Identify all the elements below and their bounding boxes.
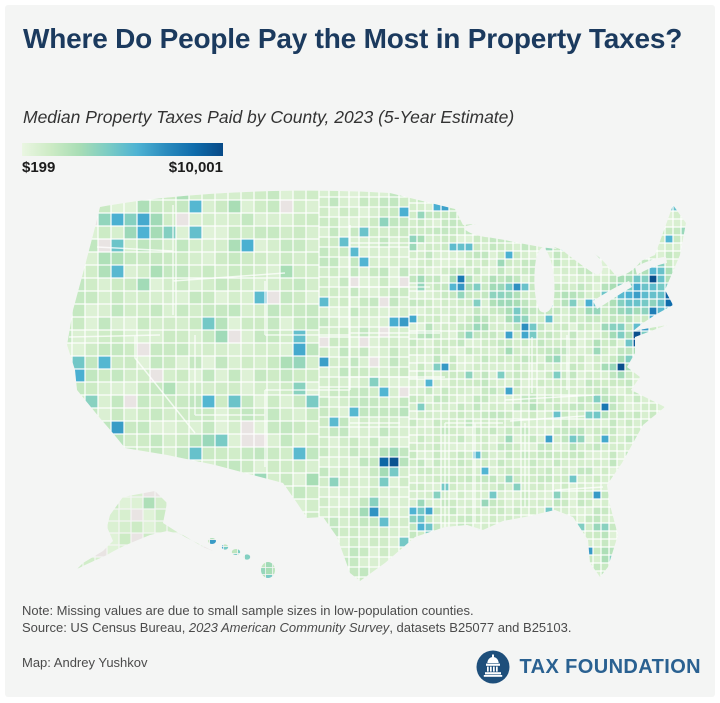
great-lakes bbox=[463, 223, 667, 313]
source-suffix: , datasets B25077 and B25103. bbox=[389, 620, 572, 635]
note-text: Note: Missing values are due to small sa… bbox=[22, 603, 474, 618]
page-title: Where Do People Pay the Most in Property… bbox=[23, 23, 683, 54]
map-credit: Map: Andrey Yushkov bbox=[22, 655, 148, 670]
color-legend: $199 $10,001 bbox=[22, 143, 223, 176]
legend-labels: $199 $10,001 bbox=[22, 159, 223, 176]
tax-foundation-logo: TAX FOUNDATION bbox=[475, 649, 701, 685]
source-prefix: Source: US Census Bureau, bbox=[22, 620, 189, 635]
us-county-choropleth-map bbox=[67, 190, 686, 582]
lower48-counties bbox=[67, 190, 686, 582]
legend-min-label: $199 bbox=[22, 159, 56, 176]
legend-gradient-bar bbox=[22, 143, 223, 156]
map-container bbox=[55, 185, 720, 609]
source-italic: 2023 American Community Survey bbox=[188, 620, 390, 635]
alaska-inset bbox=[77, 491, 213, 569]
capitol-icon bbox=[476, 650, 510, 684]
state-borders bbox=[68, 205, 604, 527]
logo-text: TAX FOUNDATION bbox=[519, 655, 701, 678]
subtitle: Median Property Taxes Paid by County, 20… bbox=[23, 107, 515, 127]
hawaii-inset bbox=[208, 538, 275, 578]
source-text: Source: US Census Bureau, 2023 American … bbox=[22, 620, 571, 635]
infographic-card: Where Do People Pay the Most in Property… bbox=[5, 5, 715, 697]
legend-max-label: $10,001 bbox=[168, 159, 223, 176]
